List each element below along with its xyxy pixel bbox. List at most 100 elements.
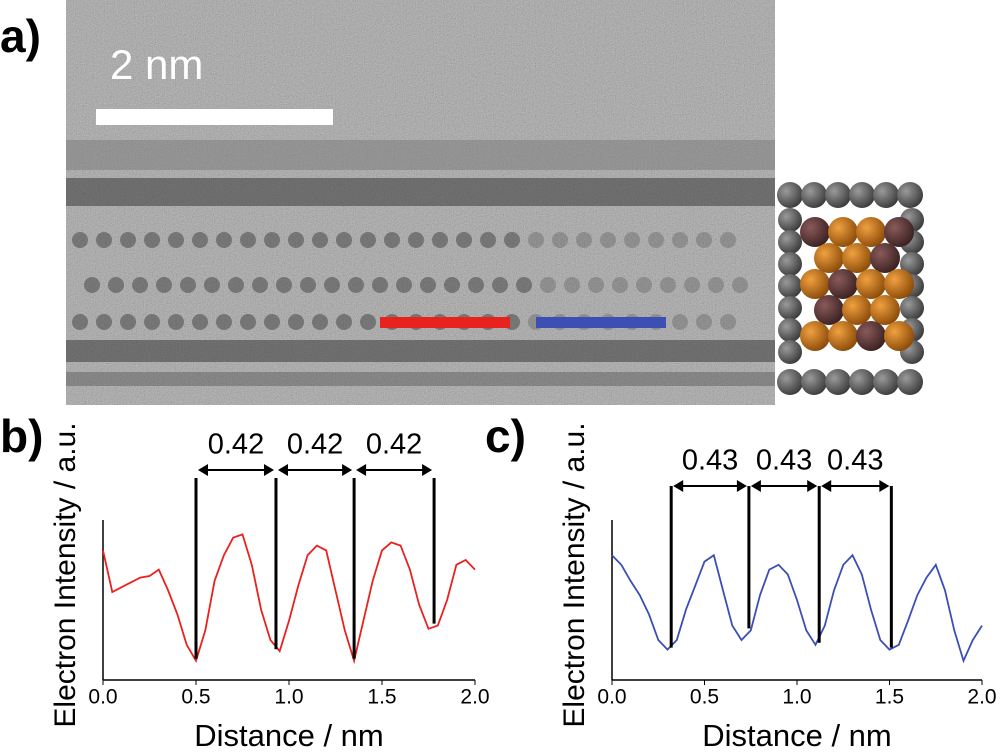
atom — [856, 269, 886, 299]
atom — [856, 217, 886, 247]
lattice-dot — [228, 277, 244, 293]
atom — [873, 369, 899, 395]
lattice-dot — [732, 277, 748, 293]
lattice-dot — [168, 232, 184, 248]
atom — [777, 182, 803, 208]
lattice-dot — [636, 277, 652, 293]
atom — [842, 295, 872, 325]
atom — [814, 243, 844, 273]
lattice-dot — [660, 277, 676, 293]
lattice-dot — [672, 314, 688, 330]
lattice-dot — [132, 277, 148, 293]
lattice-dot — [696, 314, 712, 330]
lattice-dot — [480, 232, 496, 248]
profile-line-blue — [536, 317, 666, 328]
lattice-dot — [324, 277, 340, 293]
lattice-dot — [360, 232, 376, 248]
lattice-dot — [336, 232, 352, 248]
tem-image: 2 nm a) — [0, 0, 925, 405]
lattice-dot — [192, 232, 208, 248]
atom — [828, 321, 858, 351]
lattice-dot — [168, 314, 184, 330]
lattice-dot — [192, 314, 208, 330]
atom — [777, 369, 803, 395]
atom — [873, 182, 899, 208]
atom — [801, 182, 827, 208]
lattice-dot — [240, 314, 256, 330]
atom — [778, 340, 802, 364]
lattice-dot — [396, 277, 412, 293]
atom — [778, 208, 802, 232]
scale-bar-label: 2 nm — [110, 41, 203, 88]
lattice-dot — [288, 314, 304, 330]
lattice-dot — [648, 232, 664, 248]
lattice-dot — [612, 277, 628, 293]
atom — [870, 295, 900, 325]
atom — [856, 321, 886, 351]
atom — [900, 296, 924, 320]
lattice-dot — [360, 314, 376, 330]
profile-line — [611, 553, 983, 664]
panel-label: a) — [0, 10, 41, 62]
profile-line — [102, 533, 476, 665]
x-axis-label: Distance / nm — [194, 718, 384, 753]
panel-label: c) — [485, 410, 526, 462]
lattice-dot — [552, 232, 568, 248]
spacing-label: 0.42 — [366, 429, 422, 461]
lattice-dot — [540, 277, 556, 293]
lattice-dot — [372, 277, 388, 293]
lattice-dot — [708, 277, 724, 293]
lattice-dot — [672, 232, 688, 248]
lattice-dot — [216, 314, 232, 330]
lattice-dot — [96, 232, 112, 248]
lattice-dot — [516, 277, 532, 293]
lattice-dot — [72, 232, 88, 248]
atom — [778, 274, 802, 298]
atom — [814, 295, 844, 325]
atom — [849, 369, 875, 395]
atom — [870, 243, 900, 273]
lattice-dot — [684, 277, 700, 293]
atom — [828, 217, 858, 247]
lattice-dot — [180, 277, 196, 293]
lattice-dot — [576, 232, 592, 248]
lattice-dot — [252, 277, 268, 293]
lattice-dot — [696, 232, 712, 248]
x-tick-label: 1.0 — [782, 686, 811, 709]
lattice-dot — [432, 232, 448, 248]
y-axis-label: Electron Intensity / a.u. — [49, 422, 82, 727]
atom — [801, 369, 827, 395]
lattice-dot — [528, 232, 544, 248]
lattice-dot — [72, 314, 88, 330]
lattice-dot — [204, 277, 220, 293]
x-tick-label: 2.0 — [460, 686, 489, 709]
lattice-dot — [84, 277, 100, 293]
atom — [778, 318, 802, 342]
spacing-label: 0.43 — [756, 445, 812, 477]
lattice-dot — [288, 232, 304, 248]
lattice-dot — [720, 314, 736, 330]
y-axis-label: Electron Intensity / a.u. — [558, 422, 591, 727]
lattice-dot — [216, 232, 232, 248]
x-tick-label: 1.5 — [367, 686, 396, 709]
lattice-dot — [720, 232, 736, 248]
lattice-dot — [420, 277, 436, 293]
lattice-dot — [240, 232, 256, 248]
lattice-dot — [564, 277, 580, 293]
lattice-dot — [96, 314, 112, 330]
lattice-dot — [384, 232, 400, 248]
atom — [849, 182, 875, 208]
atom — [900, 252, 924, 276]
atom — [800, 321, 830, 351]
x-tick-label: 1.5 — [875, 686, 904, 709]
atom — [897, 182, 923, 208]
x-tick-label: 0.5 — [181, 686, 210, 709]
lattice-dot — [312, 314, 328, 330]
lattice-dot — [264, 232, 280, 248]
lattice-dot — [456, 232, 472, 248]
x-tick-label: 0.0 — [88, 686, 117, 709]
atom — [884, 321, 914, 351]
lattice-dot — [156, 277, 172, 293]
spacing-label: 0.43 — [827, 445, 883, 477]
